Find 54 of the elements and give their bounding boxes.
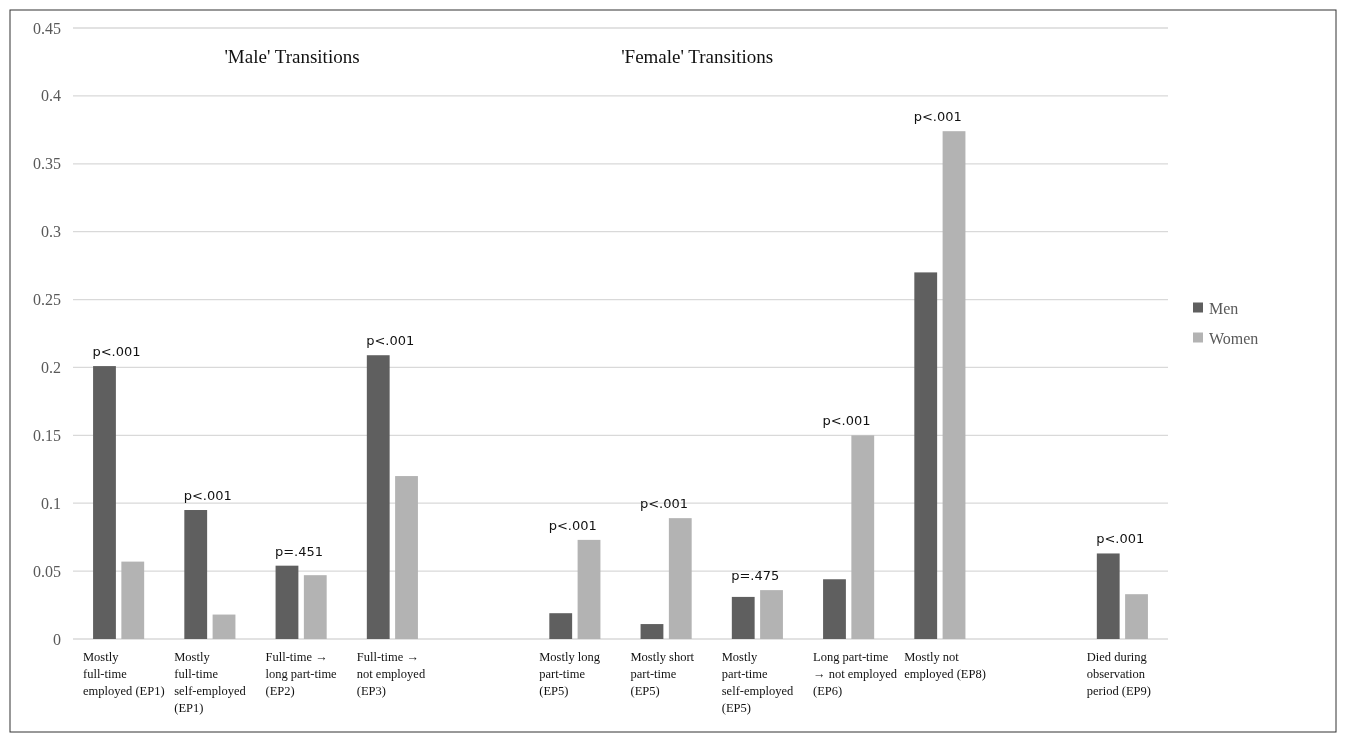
annotation: p=.475: [731, 568, 780, 584]
bar: [275, 565, 299, 639]
y-tick-label: 0.45: [33, 19, 61, 37]
annotation: p<.001: [639, 496, 689, 512]
x-tick-label: Died during observation period (EP9): [1086, 650, 1151, 698]
x-tick-label: Full-time → not employed (EP3): [356, 650, 426, 698]
y-tick-label: 0: [53, 630, 61, 648]
annotation: p<.001: [92, 344, 141, 360]
annotation: p<.001: [548, 517, 597, 533]
bar: [549, 613, 573, 639]
x-tick-label: Long part-time → not employed (EP6): [813, 650, 898, 698]
x-tick-label: Mostly full-time self-employed (EP1): [174, 650, 247, 715]
y-tick-label: 0.2: [41, 359, 61, 377]
bar: [668, 518, 692, 639]
bar: [577, 539, 601, 639]
annotation: p<.001: [366, 333, 415, 349]
bar: [1096, 553, 1120, 639]
bar: [212, 614, 236, 639]
bar: [731, 596, 755, 639]
annotation: p<.001: [183, 488, 232, 504]
bar: [121, 561, 145, 639]
x-tick-label: Mostly not employed (EP8): [904, 650, 986, 681]
bar: [303, 575, 327, 639]
bar: [93, 366, 116, 639]
x-tick-label: Mostly short part-time (EP5): [630, 650, 695, 698]
bar: [823, 579, 846, 639]
annotation: p<.001: [913, 109, 962, 125]
annotation: 'Male' Transitions: [224, 46, 360, 67]
annotation: 'Female' Transitions: [621, 46, 774, 67]
bar: [851, 435, 875, 639]
annotation: p<.001: [1096, 531, 1145, 547]
bar: [1125, 594, 1148, 639]
x-tick-label: Mostly part-time self-employed (EP5): [721, 650, 794, 715]
x-tick-label: Full-time → long part-time (EP2): [265, 650, 338, 698]
y-tick-label: 0.35: [33, 155, 61, 173]
bar: [395, 476, 418, 639]
legend-label: Men: [1209, 300, 1239, 318]
annotation: p<.001: [822, 413, 871, 429]
x-tick-label: Mostly full-time employed (EP1): [83, 650, 165, 698]
bar: [942, 131, 966, 639]
y-tick-label: 0.15: [33, 426, 61, 444]
y-tick-label: 0.05: [33, 562, 61, 580]
bar: [366, 355, 390, 639]
y-tick-label: 0.25: [33, 291, 61, 309]
bar: [184, 510, 208, 639]
bar: [760, 590, 783, 639]
x-tick-label: Mostly long part-time (EP5): [539, 650, 601, 698]
bar: [914, 272, 938, 639]
y-tick-label: 0.1: [41, 494, 61, 512]
legend-label: Women: [1209, 330, 1259, 348]
y-tick-label: 0.3: [41, 223, 61, 241]
y-tick-label: 0.4: [41, 87, 61, 105]
bar: [640, 624, 664, 639]
annotation: p=.451: [274, 543, 324, 559]
